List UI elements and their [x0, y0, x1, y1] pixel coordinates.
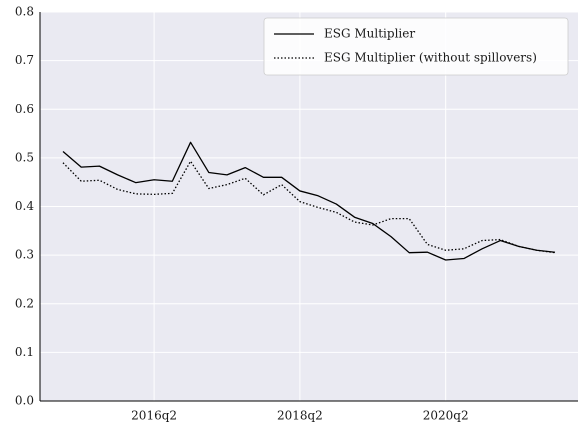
y-tick-label: 0.7: [15, 53, 34, 67]
legend-label: ESG Multiplier: [324, 27, 415, 41]
y-tick-label: 0.5: [15, 150, 34, 164]
y-tick-label: 0.6: [15, 102, 34, 116]
legend: ESG Multiplier ESG Multiplier (without sp…: [263, 17, 569, 76]
legend-label: ESG Multiplier (without spillovers): [324, 51, 537, 65]
series-line: [62, 160, 556, 254]
x-tick-label: 2016q2: [131, 409, 177, 423]
y-tick-label: 0.2: [15, 296, 34, 310]
y-tick-label: 0.3: [15, 248, 34, 262]
y-tick-label: 0.1: [15, 345, 34, 359]
y-tick-label: 0.0: [15, 394, 34, 408]
legend-box: [263, 17, 569, 76]
y-tick-label: 0.4: [15, 199, 34, 213]
x-tick-label: 2020q2: [423, 409, 469, 423]
series-line: [62, 141, 556, 261]
y-tick-label: 0.8: [15, 5, 34, 19]
x-tick-label: 2018q2: [277, 409, 323, 423]
